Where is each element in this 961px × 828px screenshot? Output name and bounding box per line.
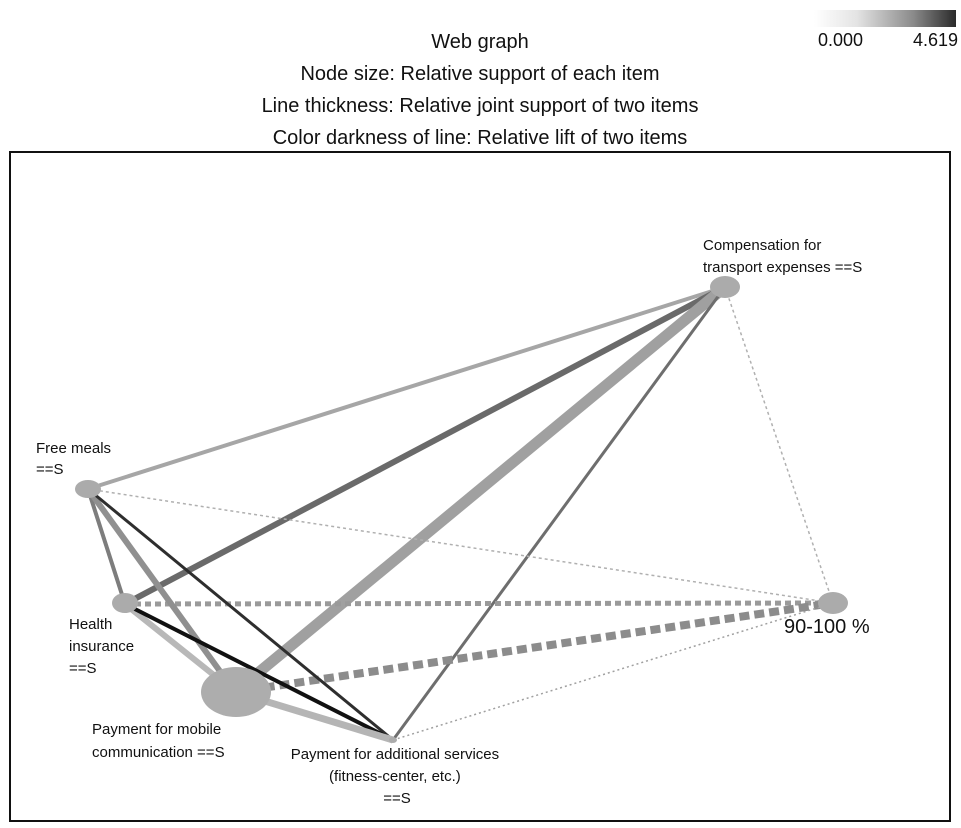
- edge-mobile-compensation: [231, 282, 729, 697]
- lift-color-legend: 0.000 4.619: [814, 10, 958, 50]
- legend-gradient-bar: [814, 10, 956, 27]
- label-health: Health insurance ==S: [69, 616, 138, 677]
- line-color-note: Color darkness of line: Relative lift of…: [272, 127, 688, 149]
- nodes: [75, 276, 848, 743]
- edge-freemeals-additional: [87, 487, 394, 742]
- edge-mobile-percent: [234, 599, 834, 696]
- label-additional: Payment for additional services (fitness…: [291, 746, 504, 807]
- title-block: Web graph Node size: Relative support of…: [180, 26, 780, 154]
- node-size-note: Node size: Relative support of each item: [300, 63, 660, 85]
- node-percent: [818, 592, 848, 614]
- label-free-meals: Free meals ==S: [36, 440, 115, 478]
- edge-additional-compensation: [391, 286, 727, 741]
- node-labels: Compensation for transport expenses ==S …: [36, 237, 870, 807]
- legend-min-label: 0.000: [818, 30, 864, 50]
- node-mobile: [201, 667, 271, 717]
- edge-freemeals-compensation: [87, 285, 726, 491]
- chart-title: Web graph: [431, 31, 529, 53]
- node-free-meals: [75, 480, 101, 498]
- line-thickness-note: Line thickness: Relative joint support o…: [261, 95, 699, 117]
- node-additional: [389, 737, 397, 743]
- label-percent: 90-100 %: [784, 616, 870, 638]
- label-mobile: Payment for mobile communication ==S: [92, 721, 225, 761]
- edge-health-percent: [124, 600, 834, 607]
- legend-max-label: 4.619: [912, 30, 958, 50]
- edge-health-compensation: [123, 284, 727, 607]
- node-compensation: [710, 276, 740, 298]
- edge-freemeals-mobile: [85, 487, 238, 694]
- edge-additional-percent: [392, 602, 834, 741]
- edges: [85, 282, 834, 744]
- label-compensation: Compensation for transport expenses ==S: [703, 237, 862, 276]
- edge-health-additional: [124, 602, 394, 742]
- graph-frame: [9, 151, 951, 822]
- node-health: [112, 593, 138, 613]
- edge-compensation-percent: [724, 286, 834, 604]
- edge-freemeals-health: [86, 488, 127, 605]
